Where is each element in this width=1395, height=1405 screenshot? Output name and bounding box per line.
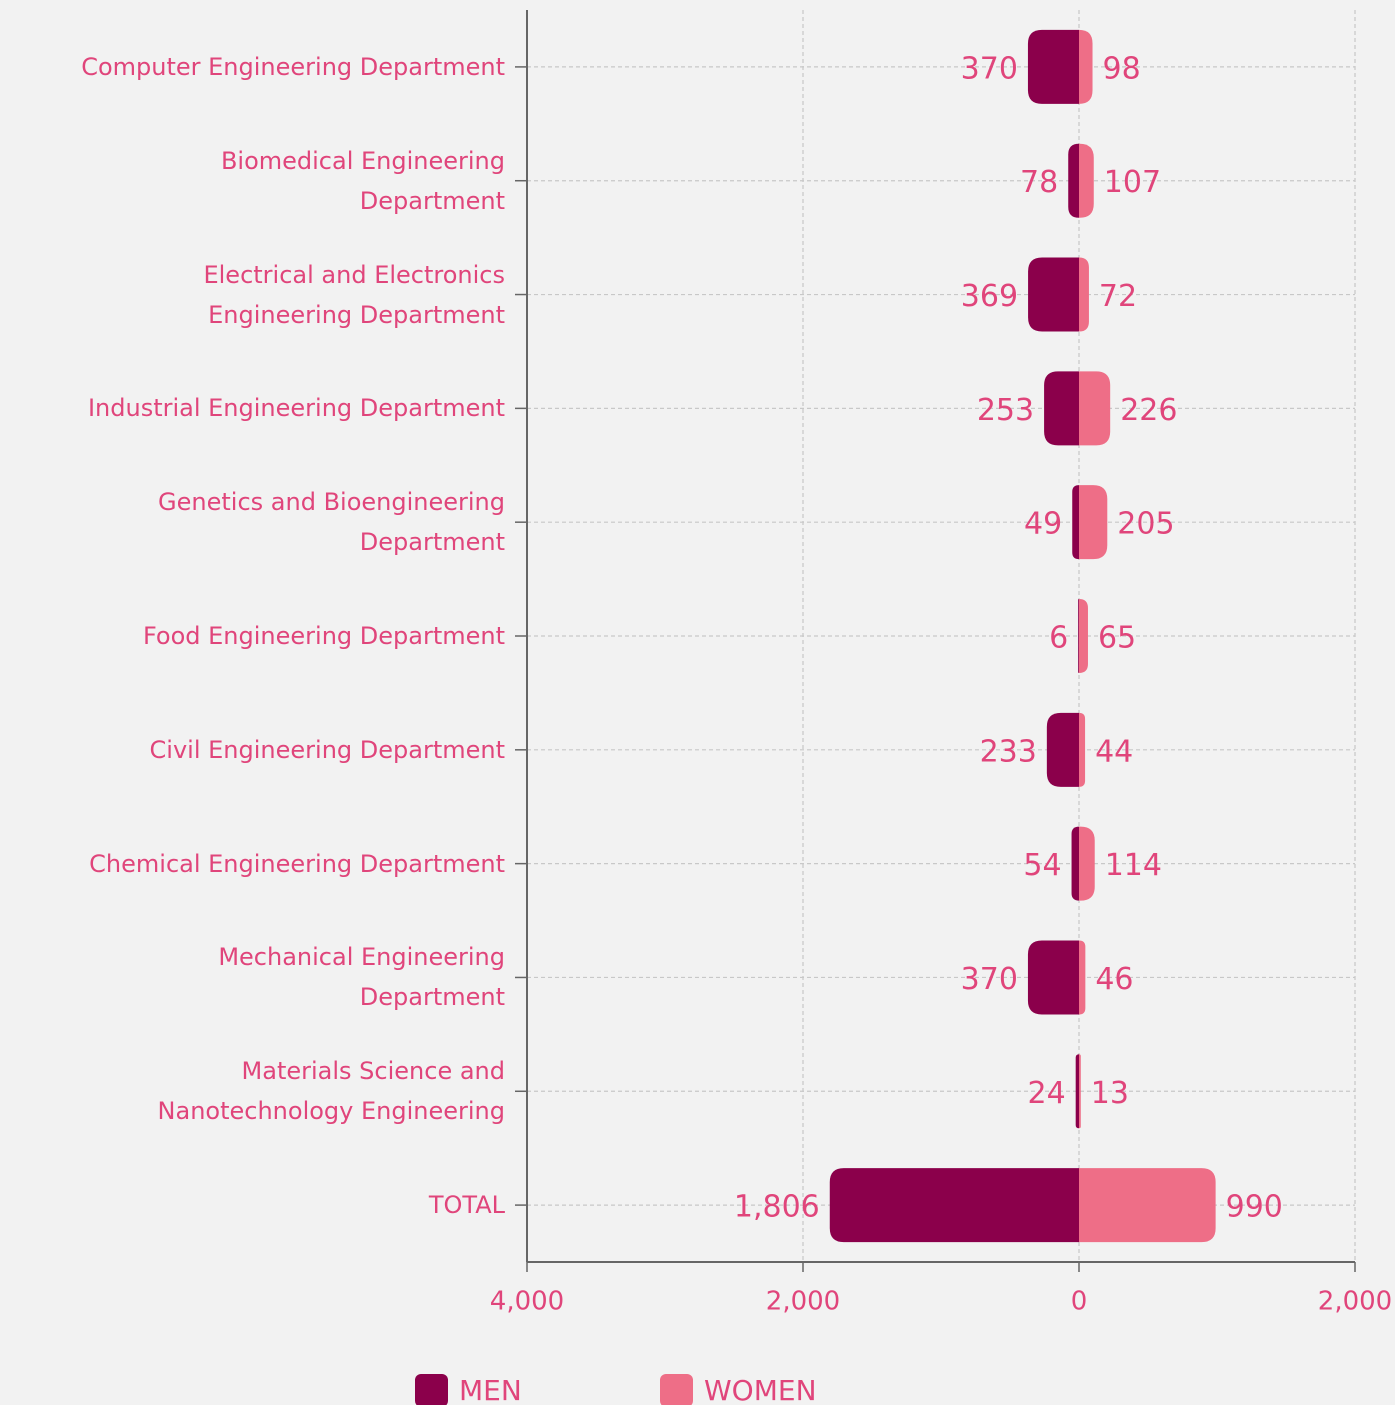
- data-label: 226: [1120, 393, 1177, 428]
- category-label: Materials Science and Nanotechnology Eng…: [157, 1057, 505, 1126]
- data-label: 114: [1105, 848, 1162, 883]
- data-label: 370: [961, 962, 1018, 997]
- category-label: Mechanical Engineering Department: [218, 943, 505, 1012]
- bar: [1078, 599, 1079, 673]
- data-label: 990: [1226, 1190, 1283, 1225]
- data-label: 13: [1091, 1076, 1129, 1111]
- bar: [1075, 1054, 1079, 1129]
- data-label: 369: [961, 279, 1018, 314]
- bar: [1079, 940, 1086, 1015]
- x-tick-label: 0: [1071, 1287, 1088, 1317]
- category-label: Computer Engineering Department: [81, 52, 505, 81]
- bar: [1027, 940, 1079, 1015]
- bar: [1027, 29, 1079, 104]
- bar: [1068, 143, 1079, 218]
- data-label: 78: [1020, 165, 1058, 200]
- category-label: Electrical and Electronics Engineering D…: [203, 260, 505, 329]
- bar: [829, 1168, 1079, 1243]
- data-label: 46: [1095, 962, 1133, 997]
- category-label: Biomedical Engineering Department: [220, 146, 505, 215]
- data-label: 49: [1024, 507, 1062, 542]
- bar: [1079, 599, 1088, 673]
- bar: [1079, 712, 1086, 787]
- x-tick-label: 4,000: [490, 1287, 564, 1317]
- legend-label: MEN: [459, 1374, 522, 1405]
- data-label: 1,806: [734, 1190, 820, 1225]
- bar: [1028, 257, 1079, 332]
- bar: [1079, 485, 1108, 560]
- bar: [1079, 371, 1111, 446]
- data-label: 72: [1099, 279, 1137, 314]
- bar: [1044, 371, 1079, 446]
- data-label: 54: [1023, 848, 1061, 883]
- data-label: 6: [1049, 621, 1068, 656]
- bar: [1071, 826, 1079, 901]
- category-label: Chemical Engineering Department: [89, 849, 505, 878]
- data-label: 98: [1103, 51, 1141, 86]
- category-label: Genetics and Bioengineering Department: [158, 488, 505, 557]
- bar: [1072, 485, 1079, 560]
- bar: [1079, 29, 1093, 104]
- data-label: 24: [1028, 1076, 1066, 1111]
- x-tick-label: 2,000: [1318, 1287, 1392, 1317]
- bar: [1079, 1168, 1216, 1243]
- data-label: 44: [1095, 734, 1133, 769]
- data-label: 253: [977, 393, 1034, 428]
- data-label: 107: [1104, 165, 1161, 200]
- bar: [1079, 257, 1089, 332]
- data-label: 205: [1117, 507, 1174, 542]
- data-label: 65: [1098, 621, 1136, 656]
- legend-swatch: [660, 1374, 693, 1405]
- bar: [1079, 826, 1095, 901]
- data-label: 370: [961, 51, 1018, 86]
- data-label: 233: [980, 734, 1037, 769]
- category-label: Industrial Engineering Department: [87, 394, 505, 423]
- category-label: Civil Engineering Department: [149, 735, 505, 764]
- bar: [1079, 143, 1094, 218]
- bar: [1046, 712, 1079, 787]
- category-label: TOTAL: [428, 1191, 505, 1220]
- category-label: Food Engineering Department: [142, 622, 505, 650]
- bar: [1079, 1054, 1081, 1129]
- x-tick-label: 2,000: [766, 1287, 840, 1317]
- legend-label: WOMEN: [704, 1374, 817, 1405]
- legend-swatch: [415, 1374, 448, 1405]
